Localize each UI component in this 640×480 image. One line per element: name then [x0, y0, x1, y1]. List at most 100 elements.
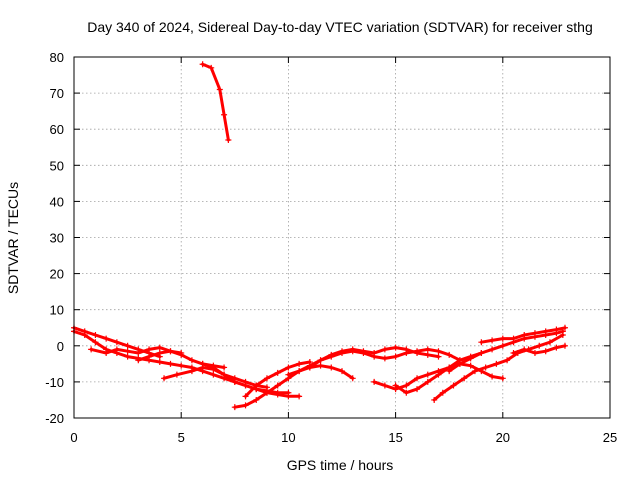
- data-point: [371, 353, 378, 360]
- data-point: [360, 350, 367, 357]
- data-point: [156, 350, 163, 357]
- data-point: [274, 391, 281, 398]
- data-point: [296, 368, 303, 375]
- data-point: [349, 375, 356, 382]
- data-point: [542, 328, 549, 335]
- data-point: [242, 402, 249, 409]
- data-point: [561, 342, 568, 349]
- data-point: [435, 348, 442, 355]
- data-point: [173, 371, 180, 378]
- data-point: [274, 369, 281, 376]
- y-tick-label: 20: [50, 267, 64, 282]
- data-point: [371, 378, 378, 385]
- data-point: [285, 364, 292, 371]
- data-point: [553, 344, 560, 351]
- y-tick-label: -20: [45, 411, 64, 426]
- y-tick-label: 60: [50, 122, 64, 137]
- data-point: [306, 364, 313, 371]
- data-point: [561, 324, 568, 331]
- x-tick-label: 0: [70, 430, 77, 445]
- x-tick-label: 5: [178, 430, 185, 445]
- data-point: [478, 350, 485, 357]
- data-point: [103, 335, 110, 342]
- data-point: [482, 364, 489, 371]
- data-point: [431, 396, 438, 403]
- data-point: [499, 342, 506, 349]
- y-tick-label: 10: [50, 303, 64, 318]
- data-point: [467, 362, 474, 369]
- y-tick-label: 80: [50, 50, 64, 65]
- data-point: [467, 355, 474, 362]
- data-point: [92, 331, 99, 338]
- data-point: [446, 368, 453, 375]
- data-point: [188, 357, 195, 364]
- data-point: [242, 393, 249, 400]
- data-point: [461, 375, 468, 382]
- data-point: [414, 386, 421, 393]
- data-point: [161, 375, 168, 382]
- data-point: [414, 348, 421, 355]
- data-point: [167, 360, 174, 367]
- series-group: [71, 61, 568, 411]
- data-point: [499, 335, 506, 342]
- x-axis-label: GPS time / hours: [287, 457, 394, 473]
- data-point: [124, 342, 131, 349]
- x-tick-label: 20: [496, 430, 510, 445]
- data-point: [392, 344, 399, 351]
- data-point: [231, 378, 238, 385]
- data-point: [504, 357, 511, 364]
- data-point: [403, 350, 410, 357]
- data-point: [208, 64, 215, 71]
- y-tick-label: 0: [57, 339, 64, 354]
- data-point: [424, 371, 431, 378]
- y-tick-label: 70: [50, 86, 64, 101]
- data-point: [263, 384, 270, 391]
- data-point: [339, 350, 345, 357]
- x-tick-label: 10: [281, 430, 295, 445]
- data-point: [546, 339, 553, 346]
- data-point: [146, 346, 153, 353]
- data-point: [221, 111, 228, 118]
- data-point: [124, 348, 131, 355]
- data-point: [403, 382, 410, 389]
- data-point: [216, 86, 223, 93]
- y-tick-label: -10: [45, 375, 64, 390]
- data-point: [414, 375, 421, 382]
- data-point: [199, 360, 206, 367]
- data-point: [285, 393, 292, 400]
- data-point: [135, 350, 142, 357]
- data-point: [424, 378, 431, 385]
- data-point: [188, 368, 195, 375]
- grid: [74, 57, 610, 418]
- data-point: [178, 362, 185, 369]
- data-point: [493, 360, 500, 367]
- data-point: [381, 355, 388, 362]
- data-point: [296, 360, 303, 367]
- data-point: [231, 404, 238, 411]
- data-point: [253, 382, 260, 389]
- data-point: [521, 331, 528, 338]
- data-point: [317, 357, 324, 364]
- data-point: [424, 351, 431, 358]
- data-point: [471, 368, 478, 375]
- data-point: [439, 389, 446, 396]
- data-point: [210, 371, 217, 378]
- series-track-7: [233, 364, 355, 409]
- data-point: [328, 364, 335, 371]
- data-point: [103, 350, 110, 357]
- data-point: [381, 382, 388, 389]
- data-point: [450, 382, 457, 389]
- data-point: [510, 335, 517, 342]
- data-point: [456, 360, 463, 367]
- data-point: [392, 382, 399, 389]
- data-point: [489, 346, 496, 353]
- data-point: [178, 351, 185, 358]
- data-point: [317, 362, 324, 369]
- series-track-6: [201, 362, 301, 398]
- data-point: [553, 326, 560, 333]
- data-point: [210, 364, 217, 371]
- x-tick-label: 15: [388, 430, 402, 445]
- data-point: [263, 389, 270, 396]
- data-point: [113, 339, 120, 346]
